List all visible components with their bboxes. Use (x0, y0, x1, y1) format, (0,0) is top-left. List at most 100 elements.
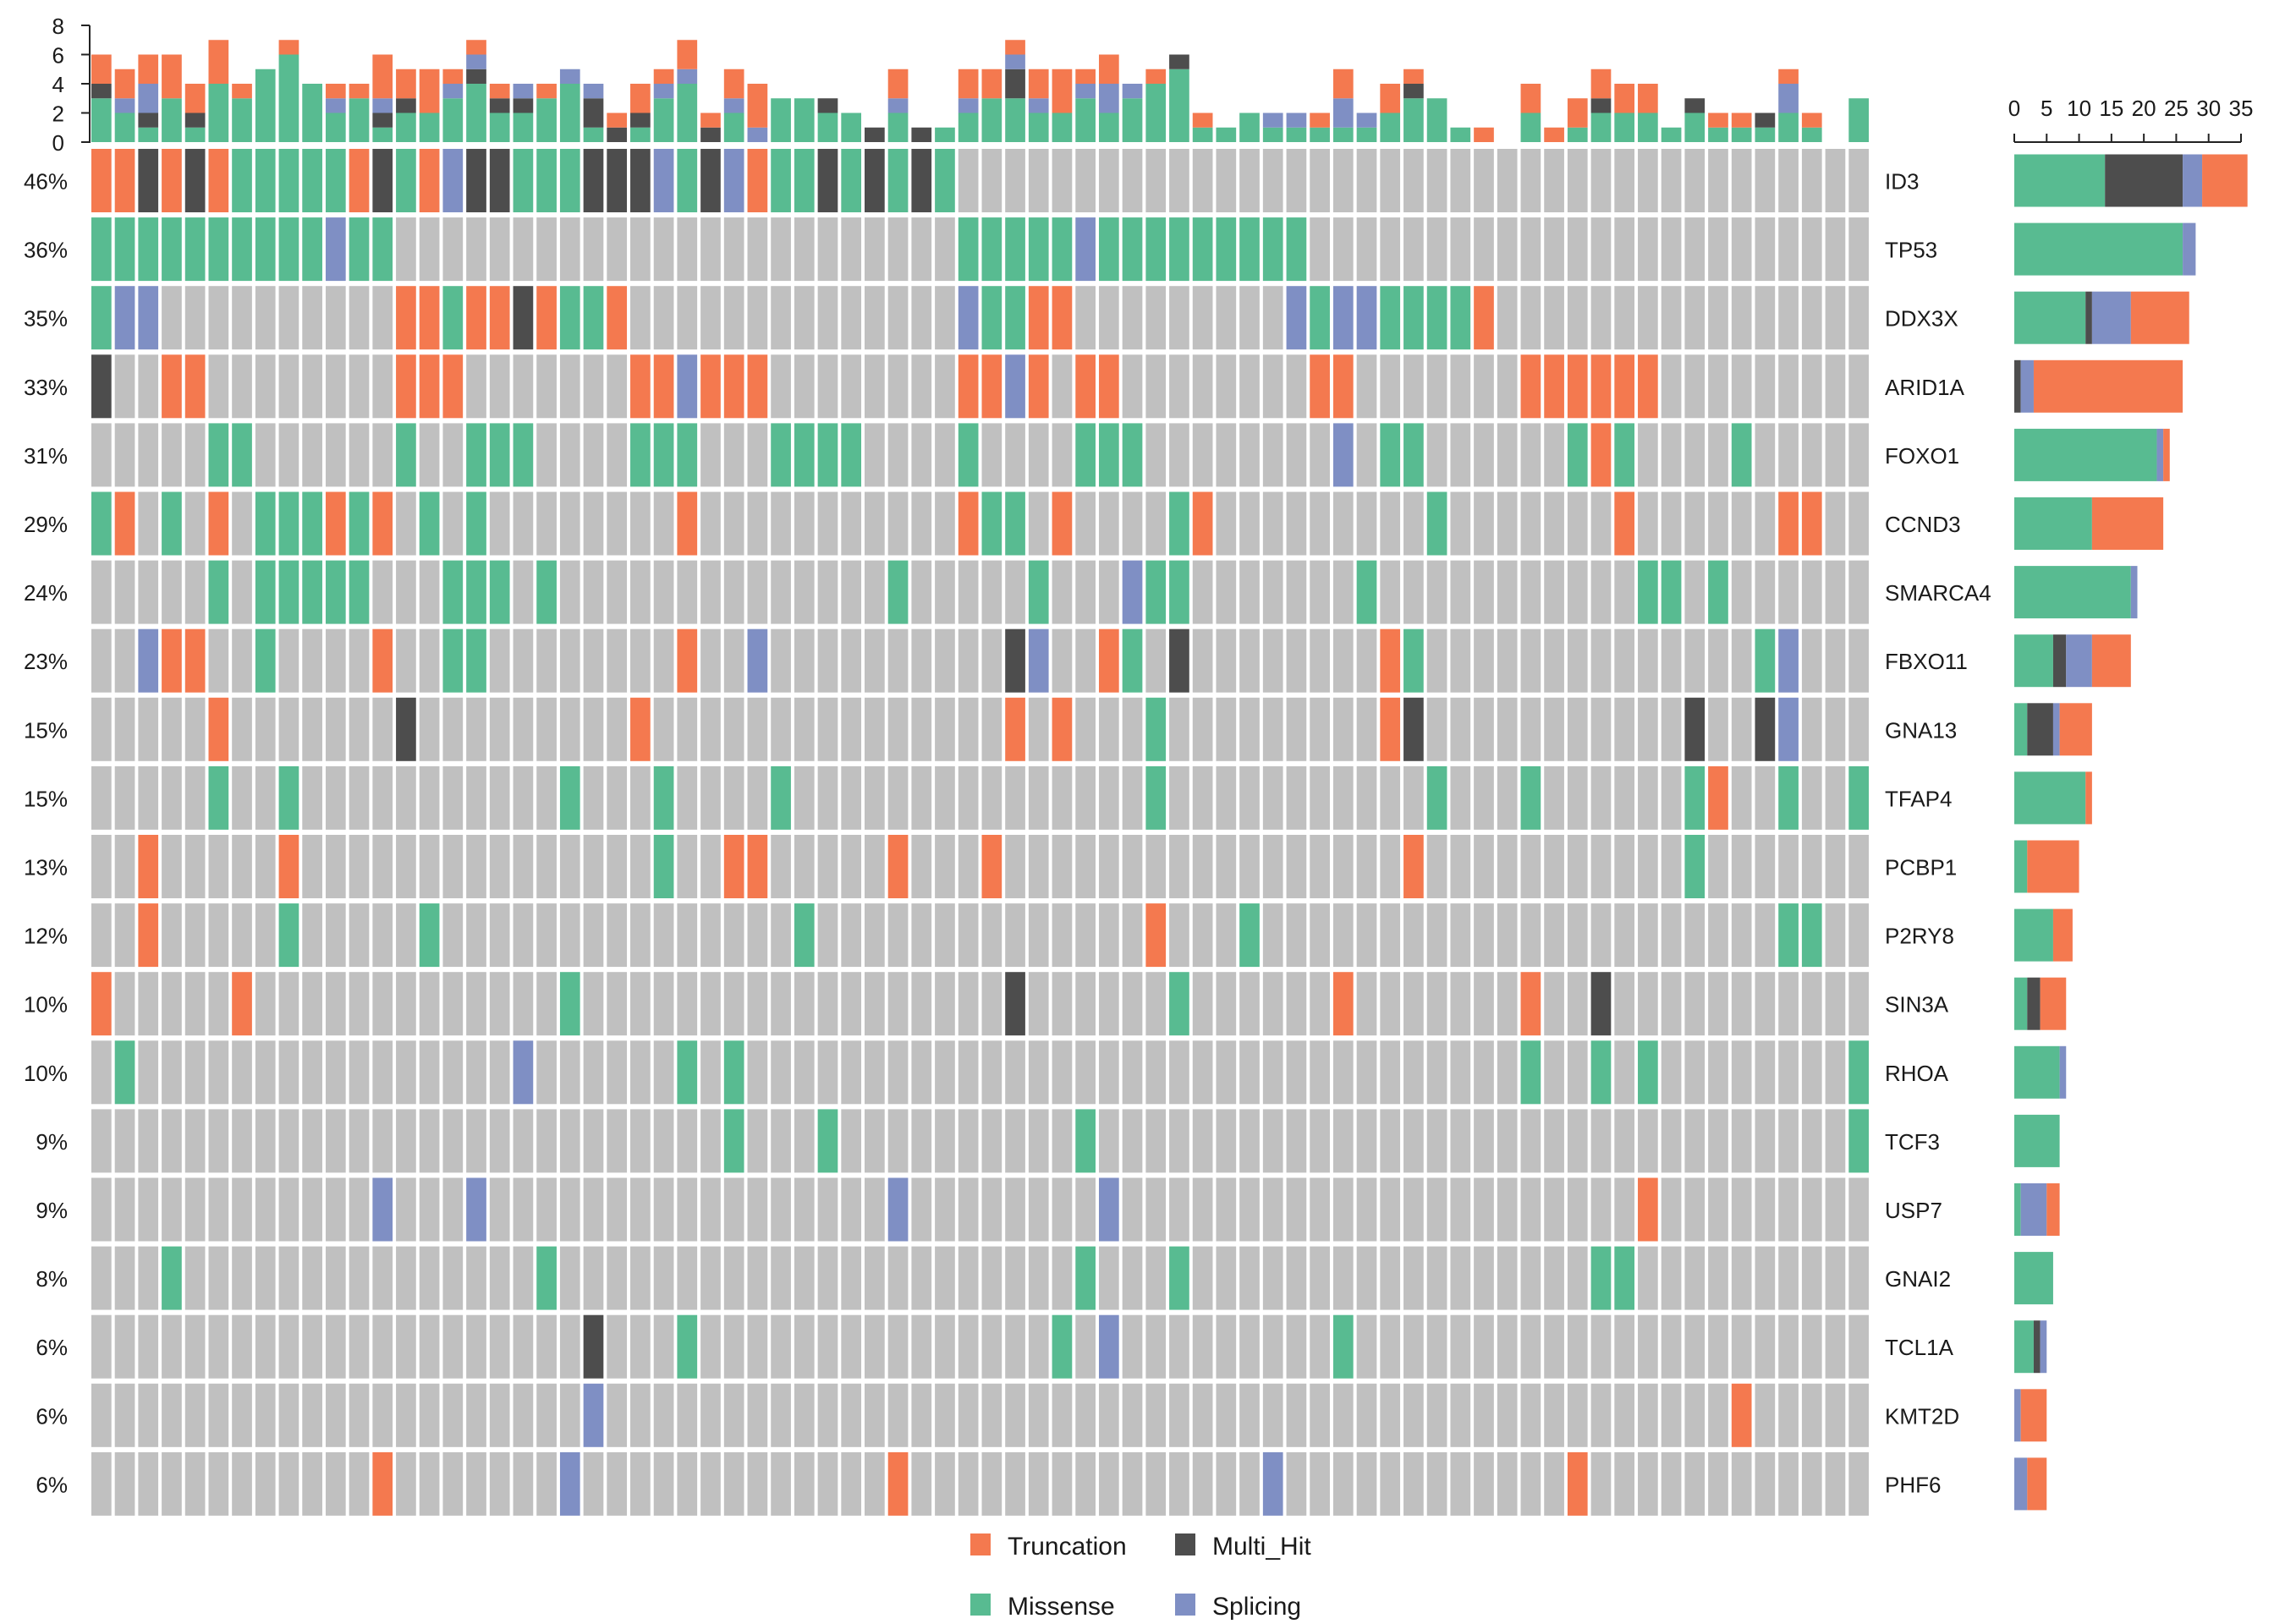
gene-count-bar-multi-hit (2027, 977, 2041, 1030)
cell-empty (419, 1383, 440, 1447)
tmb-bar-splicing (1028, 98, 1049, 113)
cell-empty (1192, 903, 1213, 968)
cell-truncation (887, 1451, 909, 1516)
cell-empty (536, 1314, 557, 1379)
cell-empty (1708, 628, 1728, 693)
cell-empty (700, 1314, 721, 1379)
cell-empty (349, 286, 370, 350)
cell-empty (1262, 149, 1283, 212)
gene-count-bar-missense (2014, 291, 2086, 344)
cell-multi-hit (466, 149, 486, 212)
cell-empty (1567, 1246, 1588, 1310)
cell-empty (536, 217, 557, 282)
cell-empty (232, 560, 252, 624)
cell-empty (1684, 972, 1706, 1036)
cell-empty (630, 903, 651, 968)
cell-empty (1567, 217, 1588, 282)
cell-empty (1310, 149, 1330, 212)
cell-empty (700, 903, 721, 968)
cell-empty (1848, 972, 1869, 1036)
cell-empty (981, 1314, 1002, 1379)
cell-empty (794, 1040, 815, 1105)
cell-empty (981, 765, 1002, 830)
cell-empty (911, 628, 932, 693)
cell-empty (466, 1246, 486, 1310)
tmb-bar-missense (1638, 112, 1658, 142)
cell-empty (911, 286, 932, 350)
cell-empty (723, 217, 744, 282)
cell-missense (91, 217, 112, 282)
gene-count-bar-truncation (2033, 359, 2183, 413)
cell-empty (1684, 423, 1706, 487)
cell-empty (794, 491, 815, 556)
cell-empty (419, 1314, 440, 1379)
cell-empty (865, 217, 885, 282)
cell-empty (1356, 1451, 1377, 1516)
tmb-bar-truncation (981, 69, 1002, 99)
cell-empty (325, 903, 346, 968)
cell-empty (794, 1246, 815, 1310)
cell-empty (653, 697, 674, 761)
cell-empty (1122, 491, 1143, 556)
tmb-bar-missense (958, 112, 979, 142)
gene-count-bar-missense (2014, 1045, 2060, 1099)
cell-missense (255, 560, 276, 624)
tmb-bar-truncation (489, 84, 510, 99)
cell-empty (935, 1109, 955, 1173)
cell-empty (1708, 1177, 1728, 1242)
cell-splicing (1122, 560, 1143, 624)
cell-empty (278, 972, 299, 1036)
cell-empty (1216, 903, 1237, 968)
cell-empty (1216, 491, 1237, 556)
cell-truncation (489, 286, 510, 350)
cell-empty (1801, 1383, 1822, 1447)
cell-truncation (747, 354, 768, 419)
cell-empty (1356, 972, 1377, 1036)
tmb-bar-truncation (1310, 112, 1330, 128)
tmb-bar-missense (1755, 127, 1776, 142)
cell-missense (559, 765, 580, 830)
cell-empty (1684, 1451, 1706, 1516)
cell-empty (771, 491, 791, 556)
cell-empty (1755, 1246, 1776, 1310)
cell-empty (1520, 903, 1541, 968)
cell-empty (349, 697, 370, 761)
cell-empty (396, 560, 416, 624)
cell-empty (794, 560, 815, 624)
cell-empty (958, 560, 979, 624)
cell-missense (1848, 765, 1869, 830)
cell-empty (1731, 697, 1752, 761)
cell-empty (1474, 903, 1494, 968)
tmb-bar-splicing (1122, 84, 1143, 99)
cell-empty (1497, 1109, 1518, 1173)
cell-empty (1075, 1177, 1096, 1242)
cell-empty (607, 697, 628, 761)
cell-empty (1286, 972, 1307, 1036)
cell-empty (794, 1109, 815, 1173)
cell-empty (1262, 423, 1283, 487)
cell-empty (1310, 1314, 1330, 1379)
cell-missense (1052, 217, 1073, 282)
tmb-bar-splicing (442, 84, 464, 99)
cell-empty (1825, 1109, 1846, 1173)
cell-empty (1825, 1040, 1846, 1105)
cell-empty (138, 1109, 159, 1173)
cell-empty (1005, 1246, 1025, 1310)
cell-empty (1755, 354, 1776, 419)
cell-empty (607, 1040, 628, 1105)
cell-empty (583, 423, 604, 487)
cell-missense (1145, 217, 1167, 282)
cell-empty (349, 628, 370, 693)
gene-count-bar-truncation (2027, 1457, 2047, 1511)
cell-missense (1380, 423, 1401, 487)
cell-missense (419, 491, 440, 556)
cell-empty (559, 1246, 580, 1310)
tmb-bar-missense (349, 98, 370, 142)
cell-empty (794, 217, 815, 282)
cell-empty (1544, 1451, 1564, 1516)
cell-missense (162, 217, 182, 282)
cell-empty (1239, 560, 1260, 624)
cell-empty (536, 1109, 557, 1173)
tmb-bar-missense (1169, 69, 1189, 142)
cell-empty (1122, 354, 1143, 419)
